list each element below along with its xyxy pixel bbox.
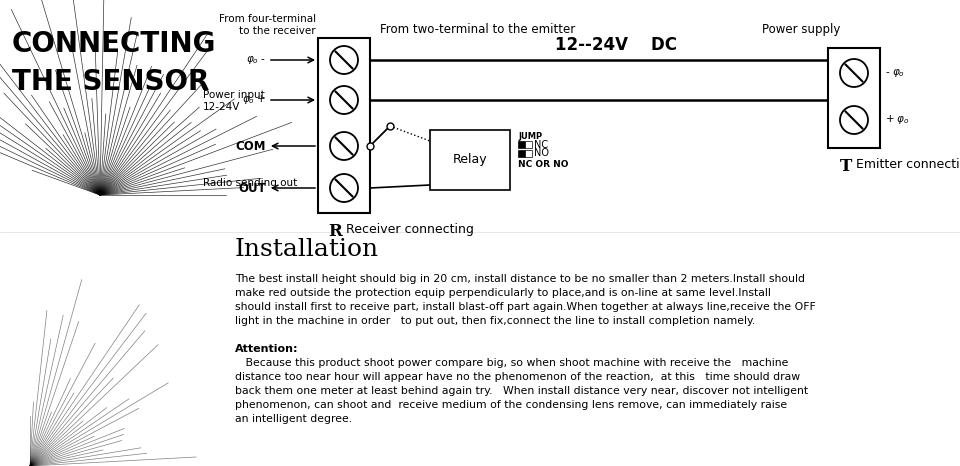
Text: The best install height should big in 20 cm, install distance to be no smaller t: The best install height should big in 20… [235,274,805,284]
Text: should install first to receive part, install blast-off part again.When together: should install first to receive part, in… [235,302,816,312]
Text: phenomenon, can shoot and  receive medium of the condensing lens remove, can imm: phenomenon, can shoot and receive medium… [235,400,787,410]
Text: make red outside the protection equip perpendicularly to place,and is on-line at: make red outside the protection equip pe… [235,288,771,298]
Text: 12--24V    DC: 12--24V DC [555,36,677,54]
Bar [430,130,510,190]
Circle shape [330,46,358,74]
Text: THE SENSOR: THE SENSOR [12,68,209,96]
Text: From two-terminal to the emitter: From two-terminal to the emitter [380,23,575,36]
Text: R: R [328,223,342,240]
Text: $\varphi_o$ -: $\varphi_o$ - [246,54,266,66]
Text: an intelligent degree.: an intelligent degree. [235,414,352,424]
Text: CONNECTING: CONNECTING [12,30,216,58]
Text: $\varphi_o$ +: $\varphi_o$ + [242,94,266,107]
Text: COM: COM [235,139,266,152]
Text: Relay: Relay [453,153,488,166]
Circle shape [330,174,358,202]
Bar [518,141,525,148]
Text: Receiver connecting: Receiver connecting [346,223,474,236]
Text: JUMP: JUMP [518,132,542,141]
Text: T: T [840,158,852,175]
Text: Power input
12-24V: Power input 12-24V [203,90,265,111]
Text: NC OR NO: NC OR NO [518,160,568,169]
Text: OUT: OUT [238,181,266,194]
Text: Attention:: Attention: [235,344,299,354]
Circle shape [330,86,358,114]
Text: light in the machine in order   to put out, then fix,connect the line to install: light in the machine in order to put out… [235,316,756,326]
Text: NO: NO [534,149,549,158]
Bar [318,38,370,213]
Circle shape [330,132,358,160]
Text: back them one meter at least behind again try.   When install distance very near: back them one meter at least behind agai… [235,386,808,396]
Text: + $\varphi_o$: + $\varphi_o$ [885,114,910,126]
Text: Emitter connecting: Emitter connecting [856,158,960,171]
Text: From four-terminal
to the receiver: From four-terminal to the receiver [219,14,316,36]
Text: Power supply: Power supply [762,23,840,36]
Text: distance too near hour will appear have no the phenomenon of the reaction,  at t: distance too near hour will appear have … [235,372,800,382]
Text: Radio sending out: Radio sending out [203,178,298,188]
Circle shape [840,59,868,87]
Bar [518,150,525,157]
Circle shape [840,106,868,134]
Text: Installation: Installation [235,238,379,261]
Bar [525,150,532,157]
Bar [828,48,880,148]
Bar [525,141,532,148]
Text: NC: NC [534,139,548,150]
Text: Because this product shoot power compare big, so when shoot machine with receive: Because this product shoot power compare… [235,358,788,368]
Text: - $\varphi_o$: - $\varphi_o$ [885,67,905,79]
